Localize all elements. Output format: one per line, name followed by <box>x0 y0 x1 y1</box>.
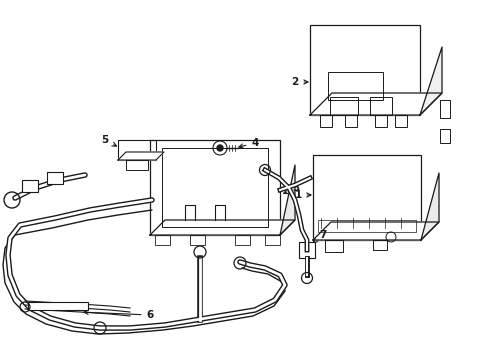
Text: 2: 2 <box>291 77 307 87</box>
Bar <box>264 235 280 245</box>
Bar <box>372 240 386 250</box>
Text: 3: 3 <box>283 183 299 194</box>
Text: 6: 6 <box>84 310 153 320</box>
Bar <box>312 155 420 240</box>
Bar <box>298 242 314 258</box>
Polygon shape <box>118 152 163 160</box>
Bar <box>309 25 419 115</box>
Bar <box>394 115 406 127</box>
Bar <box>374 115 386 127</box>
Bar <box>155 235 170 245</box>
Bar <box>439 129 449 143</box>
Bar <box>235 235 249 245</box>
Bar <box>325 240 342 252</box>
Circle shape <box>217 145 223 151</box>
Polygon shape <box>312 222 438 240</box>
Polygon shape <box>280 165 294 235</box>
Text: 7: 7 <box>312 230 326 243</box>
Text: 5: 5 <box>101 135 116 146</box>
Bar <box>319 115 331 127</box>
Text: 4: 4 <box>239 138 258 148</box>
Polygon shape <box>419 47 441 115</box>
Bar <box>150 140 280 235</box>
Polygon shape <box>309 93 441 115</box>
Bar <box>126 160 148 170</box>
Bar <box>28 302 88 310</box>
Bar <box>317 220 415 232</box>
Polygon shape <box>420 173 438 240</box>
Bar <box>162 148 267 227</box>
Bar <box>118 140 156 160</box>
Bar <box>47 172 63 184</box>
Bar <box>369 97 391 115</box>
Text: 1: 1 <box>294 190 310 200</box>
Polygon shape <box>150 220 294 235</box>
Bar <box>329 97 357 115</box>
Bar <box>439 100 449 118</box>
Bar <box>22 180 38 192</box>
Bar <box>345 115 356 127</box>
Bar <box>327 72 382 100</box>
Bar <box>190 235 204 245</box>
